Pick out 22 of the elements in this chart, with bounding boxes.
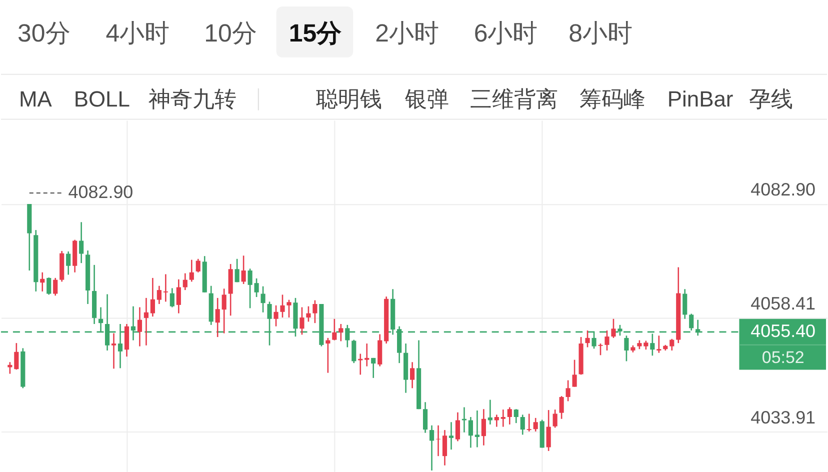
y-tick-label: 4058.41 bbox=[750, 293, 816, 314]
text: PinBar bbox=[667, 86, 734, 112]
text: MA bbox=[18, 86, 52, 112]
ref-line-label: 4055.40 bbox=[750, 320, 816, 341]
annotation: 4082.90 bbox=[68, 182, 134, 202]
text: 2小时 bbox=[375, 19, 439, 48]
text: BOLL bbox=[74, 86, 130, 112]
text: 8小时 bbox=[568, 19, 632, 48]
text: 银弹 bbox=[404, 86, 450, 112]
y-tick-label: 4033.91 bbox=[750, 407, 816, 428]
text: 三维背离 bbox=[470, 86, 558, 112]
text: 05:52 bbox=[762, 348, 804, 367]
text: 6小时 bbox=[474, 19, 538, 48]
text: 孕线 bbox=[749, 86, 794, 112]
text: 15分 bbox=[288, 19, 343, 48]
text: 4小时 bbox=[106, 19, 170, 48]
text: 30分 bbox=[18, 19, 70, 48]
text: 神奇九转 bbox=[148, 86, 237, 112]
text: 聪明钱 bbox=[316, 86, 382, 112]
y-tick-label: 4082.90 bbox=[750, 180, 816, 200]
text: 筹码峰 bbox=[580, 86, 646, 112]
text: 10分 bbox=[204, 19, 257, 48]
